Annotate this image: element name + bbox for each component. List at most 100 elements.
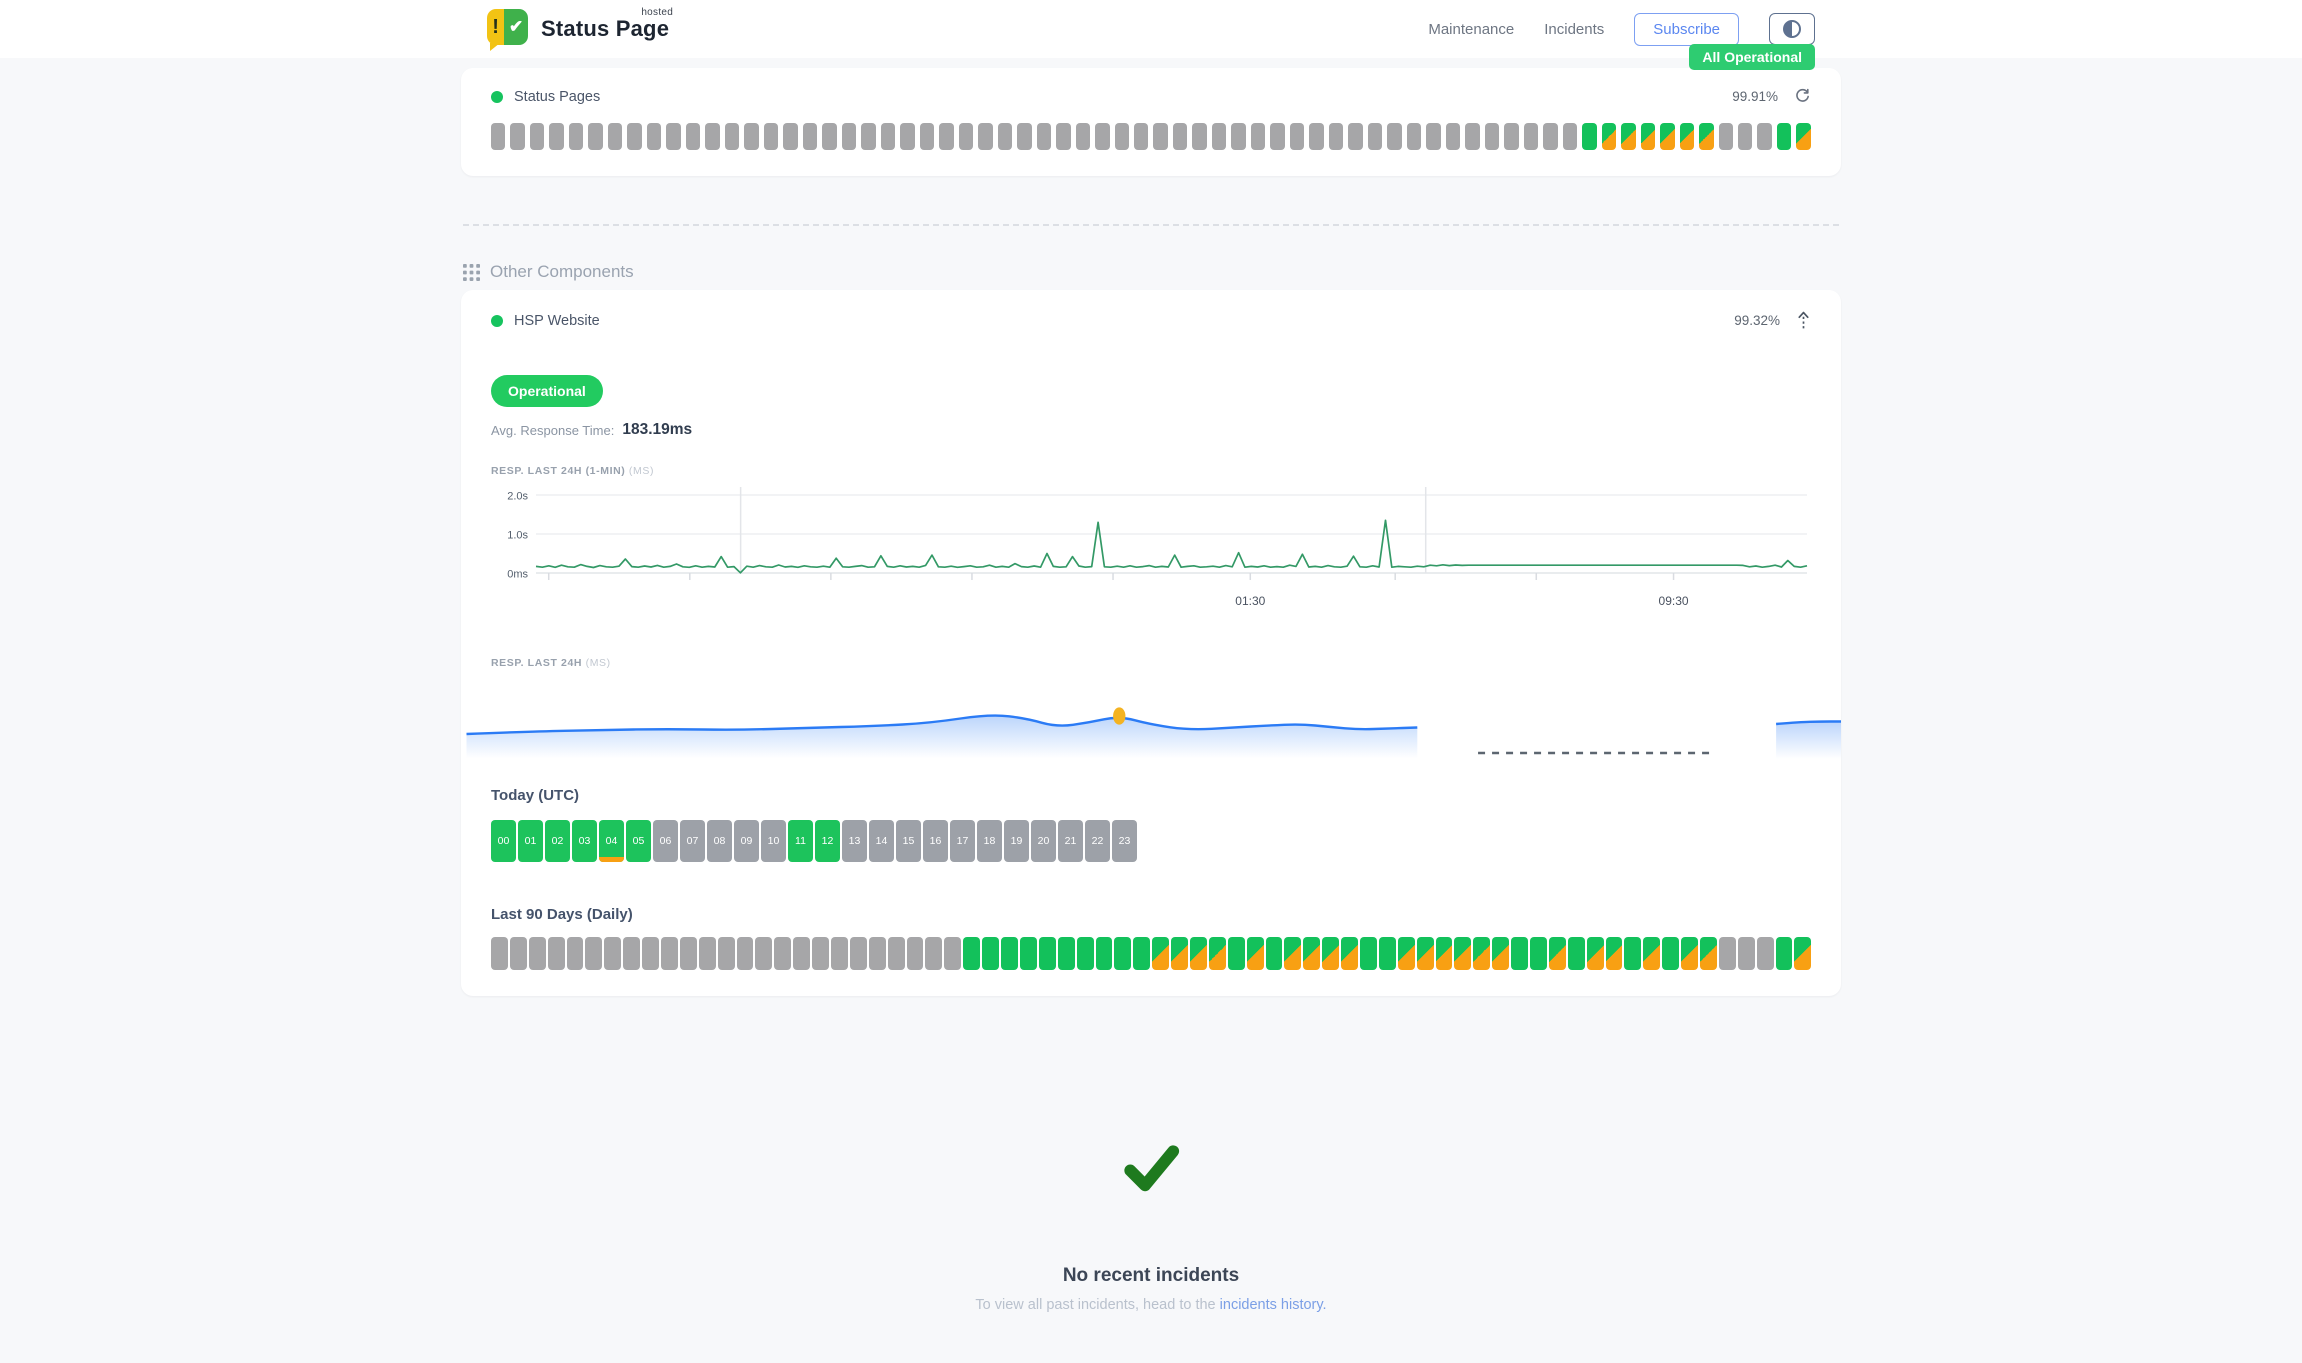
uptime-bar[interactable]	[1621, 123, 1636, 150]
day-bar[interactable]	[1775, 937, 1793, 970]
uptime-bar[interactable]	[666, 123, 681, 150]
uptime-bar[interactable]	[1211, 123, 1227, 150]
uptime-bar[interactable]	[1445, 123, 1461, 150]
uptime-bar[interactable]	[549, 123, 564, 150]
day-bar[interactable]	[1114, 937, 1132, 970]
day-bar[interactable]	[1718, 937, 1736, 970]
day-bar[interactable]	[1586, 937, 1604, 970]
uptime-bar[interactable]	[1192, 123, 1207, 150]
uptime-bar[interactable]	[1465, 123, 1480, 150]
subscribe-button[interactable]: Subscribe	[1634, 12, 1739, 46]
day-bar[interactable]	[1359, 937, 1377, 970]
uptime-bar[interactable]	[1406, 123, 1422, 150]
day-bar[interactable]	[1341, 937, 1358, 970]
day-bar[interactable]	[1019, 937, 1037, 970]
day-bar[interactable]	[491, 937, 508, 970]
uptime-bar[interactable]	[1133, 123, 1149, 150]
uptime-bar[interactable]	[568, 123, 584, 150]
uptime-bar[interactable]	[1095, 123, 1110, 150]
uptime-bar[interactable]	[1426, 123, 1441, 150]
response-time-area-chart[interactable]	[461, 683, 1841, 763]
uptime-bar[interactable]	[1153, 123, 1168, 150]
day-bar[interactable]	[1303, 937, 1321, 970]
day-bar[interactable]	[623, 937, 641, 970]
uptime-bar[interactable]	[1114, 123, 1129, 150]
uptime-bar[interactable]	[1387, 123, 1402, 150]
uptime-bar[interactable]	[1718, 123, 1733, 150]
hour-cell[interactable]: 13	[842, 820, 867, 862]
uptime-bar[interactable]	[1250, 123, 1266, 150]
uptime-bar[interactable]	[1348, 123, 1363, 150]
day-bar[interactable]	[1662, 937, 1680, 970]
uptime-bar[interactable]	[978, 123, 993, 150]
nav-incidents[interactable]: Incidents	[1544, 20, 1605, 38]
hour-cell[interactable]: 16	[923, 820, 948, 862]
day-bar[interactable]	[868, 937, 886, 970]
uptime-bar[interactable]	[1289, 123, 1305, 150]
overall-status-badge[interactable]: All Operational	[1689, 44, 1815, 70]
uptime-bar[interactable]	[646, 123, 662, 150]
day-bar[interactable]	[1076, 937, 1094, 970]
uptime-bar[interactable]	[1757, 123, 1772, 150]
day-bar[interactable]	[1265, 937, 1283, 970]
day-bar[interactable]	[1794, 937, 1812, 970]
uptime-bar[interactable]	[1776, 123, 1792, 150]
uptime-bar[interactable]	[1270, 123, 1285, 150]
uptime-bar[interactable]	[1562, 123, 1578, 150]
day-bar[interactable]	[1681, 937, 1698, 970]
hour-cell[interactable]: 10	[761, 820, 786, 862]
today-hour-row[interactable]: 00 01 02 03 04 05 06 07 08 09 10 11 12 13 14 15 16 17 18 19…	[491, 820, 1811, 862]
uptime-bar[interactable]	[958, 123, 974, 150]
hour-cell[interactable]: 01	[518, 820, 543, 862]
day-bar[interactable]	[1737, 937, 1755, 970]
day-bar[interactable]	[1133, 937, 1151, 970]
day-bar[interactable]	[793, 937, 811, 970]
uptime-bar[interactable]	[705, 123, 720, 150]
day-bar[interactable]	[849, 937, 867, 970]
day-bar[interactable]	[1397, 937, 1415, 970]
day-bar[interactable]	[585, 937, 603, 970]
uptime-bar[interactable]	[607, 123, 623, 150]
day-bar[interactable]	[661, 937, 678, 970]
day-bar[interactable]	[679, 937, 697, 970]
day-bar[interactable]	[1643, 937, 1661, 970]
uptime-bar[interactable]	[529, 123, 545, 150]
hour-cell[interactable]: 15	[896, 820, 921, 862]
uptime-bar[interactable]	[627, 123, 642, 150]
day-bar[interactable]	[1038, 937, 1056, 970]
uptime-bar[interactable]	[1523, 123, 1539, 150]
day-bar[interactable]	[604, 937, 622, 970]
uptime-bar[interactable]	[1640, 123, 1656, 150]
hour-cell[interactable]: 12	[815, 820, 840, 862]
day-bar[interactable]	[528, 937, 546, 970]
uptime-bar[interactable]	[1017, 123, 1032, 150]
day-bar[interactable]	[642, 937, 660, 970]
uptime-bar[interactable]	[939, 123, 954, 150]
hour-cell[interactable]: 09	[734, 820, 759, 862]
day-bar[interactable]	[1435, 937, 1453, 970]
uptime-bar[interactable]	[1582, 123, 1597, 150]
day-bar[interactable]	[1001, 937, 1018, 970]
day-bar[interactable]	[1700, 937, 1717, 970]
day-bar[interactable]	[717, 937, 735, 970]
uptime-bar[interactable]	[841, 123, 857, 150]
hour-cell[interactable]: 07	[680, 820, 705, 862]
day-bar[interactable]	[1322, 937, 1340, 970]
uptime-bar[interactable]	[763, 123, 779, 150]
day-bar[interactable]	[1548, 937, 1566, 970]
day-bar[interactable]	[1567, 937, 1585, 970]
day-bar[interactable]	[1171, 937, 1188, 970]
uptime-bar[interactable]	[1660, 123, 1675, 150]
hour-cell[interactable]: 02	[545, 820, 570, 862]
uptime-bar[interactable]	[1601, 123, 1617, 150]
uptime-bar[interactable]	[919, 123, 935, 150]
day-bar[interactable]	[925, 937, 943, 970]
hour-cell[interactable]: 18	[977, 820, 1002, 862]
day-bar[interactable]	[1378, 937, 1396, 970]
daily-bar-row[interactable]	[491, 937, 1812, 970]
hour-cell[interactable]: 23	[1112, 820, 1137, 862]
uptime-bar[interactable]	[822, 123, 837, 150]
hour-cell[interactable]: 20	[1031, 820, 1056, 862]
uptime-bar[interactable]	[491, 123, 506, 150]
uptime-bar[interactable]	[588, 123, 603, 150]
